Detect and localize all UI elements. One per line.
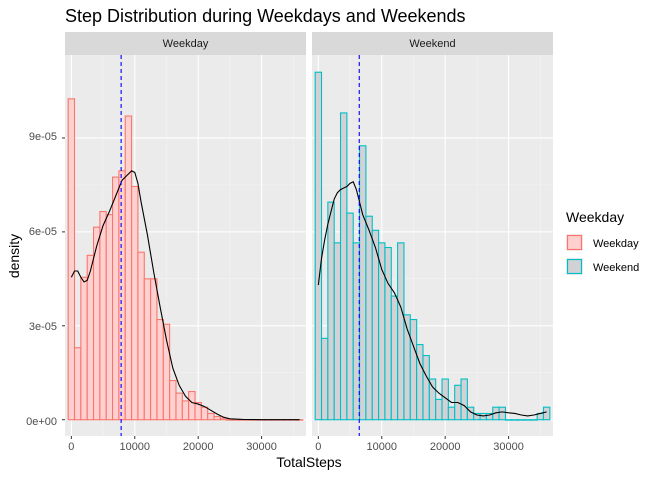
histogram-bar [162, 323, 171, 421]
x-tick-label: 0 [315, 441, 321, 453]
histogram-bar [80, 276, 88, 421]
histogram-bar [181, 400, 190, 421]
histogram [314, 71, 551, 421]
x-tick-label: 20000 [430, 441, 461, 453]
histogram-bar [207, 412, 215, 421]
strip [312, 32, 553, 55]
histogram-bar [397, 242, 405, 421]
legend-swatch [566, 258, 583, 275]
histogram-bar [169, 380, 177, 421]
legend-item-weekday: Weekday [566, 234, 639, 251]
x-tick-label: 10000 [119, 441, 150, 453]
x-tick-label: 0 [68, 441, 74, 453]
legend-title: Weekday [566, 209, 624, 225]
legend-swatch [566, 234, 583, 251]
histogram-bar [86, 254, 95, 421]
histogram-bar [428, 378, 437, 421]
legend: Weekday Weekday Weekend [566, 209, 639, 275]
strip [65, 32, 306, 55]
histogram-bar [365, 215, 373, 421]
y-axis-label: density [6, 234, 22, 278]
x-ticks: 0 10000 20000 30000 [315, 436, 524, 453]
y-tick-label: 9e-05 [29, 131, 57, 143]
histogram-bar [403, 314, 411, 421]
histogram-bar [409, 318, 418, 421]
y-tick-label: 6e-05 [29, 226, 57, 238]
histogram-bar [422, 354, 430, 421]
strip-label: Weekend [409, 38, 455, 50]
histogram-bar [131, 185, 139, 421]
histogram-bar [384, 246, 392, 421]
histogram-bar [441, 378, 449, 421]
x-axis-label: TotalSteps [276, 454, 341, 470]
chart-title: Step Distribution during Weekdays and We… [65, 6, 466, 26]
x-tick-label: 30000 [246, 441, 277, 453]
histogram-bar [333, 242, 342, 421]
histogram-bar [339, 112, 348, 421]
histogram-bar [460, 378, 468, 421]
y-axis: 0e+00 3e-05 6e-05 9e-05 density [6, 131, 65, 428]
histogram-bar [371, 229, 380, 421]
histogram-bar [219, 417, 228, 421]
histogram-bar [320, 337, 329, 421]
x-tick-label: 20000 [183, 441, 214, 453]
panel-weekend: Weekend 0 10000 20000 30000 [312, 32, 553, 453]
histogram-bar [188, 390, 196, 421]
histogram-bar [346, 212, 354, 421]
histogram-bar [150, 278, 158, 421]
histogram-bar [327, 201, 335, 421]
histogram-bar [156, 318, 164, 421]
histogram-bar [124, 115, 133, 421]
histogram-bar [200, 406, 209, 421]
histogram-bar [390, 295, 399, 421]
histogram-bar [175, 392, 183, 421]
density-curve [317, 181, 547, 417]
histogram-bar [137, 251, 145, 421]
histogram-bar [479, 412, 487, 421]
legend-label: Weekday [593, 238, 639, 250]
strip-label: Weekday [163, 38, 209, 50]
histogram-bar [105, 214, 114, 421]
histogram-bar [143, 278, 152, 421]
histogram [67, 98, 304, 421]
histogram-bar [542, 406, 551, 421]
x-ticks: 0 10000 20000 30000 [68, 436, 277, 453]
density-curve [70, 170, 300, 421]
histogram-bar [314, 71, 323, 421]
y-tick-label: 3e-05 [29, 321, 57, 333]
histogram-bar [118, 170, 126, 421]
histogram-bar [213, 416, 221, 421]
histogram-bar [447, 406, 456, 421]
x-tick-label: 30000 [493, 441, 524, 453]
histogram-bar [112, 176, 120, 421]
histogram-bar [359, 145, 367, 421]
histogram-bar [352, 242, 361, 421]
y-tick-label: 0e+00 [26, 416, 57, 428]
histogram-bar [498, 406, 506, 421]
x-tick-label: 10000 [366, 441, 397, 453]
histogram-bar [435, 398, 443, 421]
panel-weekday: Weekday 0 10000 20000 30000 [65, 32, 306, 453]
histogram-bar [67, 98, 76, 421]
histogram-bar [73, 347, 82, 421]
legend-item-weekend: Weekend [566, 258, 639, 275]
histogram-bar [99, 210, 107, 421]
legend-label: Weekend [593, 262, 639, 274]
